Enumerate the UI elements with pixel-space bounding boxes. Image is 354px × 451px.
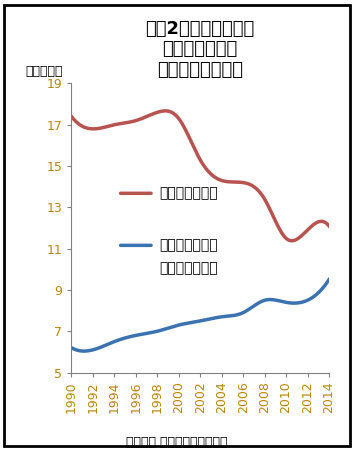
Text: 飲食業雇用者数: 飲食業雇用者数 (159, 238, 218, 253)
Title: （図2）米国の製造業
　および飲食業
　雇用者数の推移: （図2）米国の製造業 および飲食業 雇用者数の推移 (145, 19, 255, 79)
Text: （管理職除く）: （管理職除く） (159, 262, 218, 276)
Text: 製造業雇用者数: 製造業雇用者数 (159, 186, 218, 200)
Text: （出典） 米労働省労働統計局: （出典） 米労働省労働統計局 (126, 436, 228, 449)
Text: （百万人）: （百万人） (25, 64, 63, 78)
